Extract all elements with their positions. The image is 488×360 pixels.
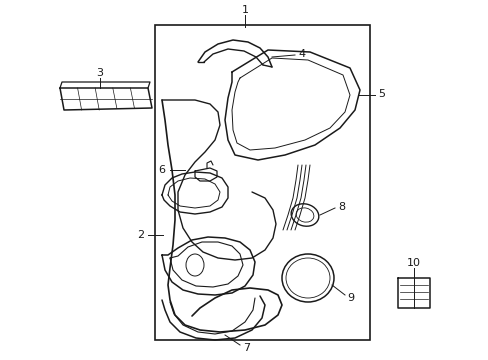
Text: 2: 2 bbox=[137, 230, 143, 240]
Text: 3: 3 bbox=[96, 68, 103, 78]
Text: 9: 9 bbox=[346, 293, 353, 303]
Text: 4: 4 bbox=[297, 49, 305, 59]
Text: 6: 6 bbox=[158, 165, 164, 175]
Text: 1: 1 bbox=[241, 5, 248, 15]
Text: 5: 5 bbox=[377, 89, 384, 99]
Text: 10: 10 bbox=[406, 258, 420, 268]
Bar bbox=[155, 25, 369, 340]
Text: 7: 7 bbox=[243, 343, 250, 353]
Text: 8: 8 bbox=[337, 202, 345, 212]
